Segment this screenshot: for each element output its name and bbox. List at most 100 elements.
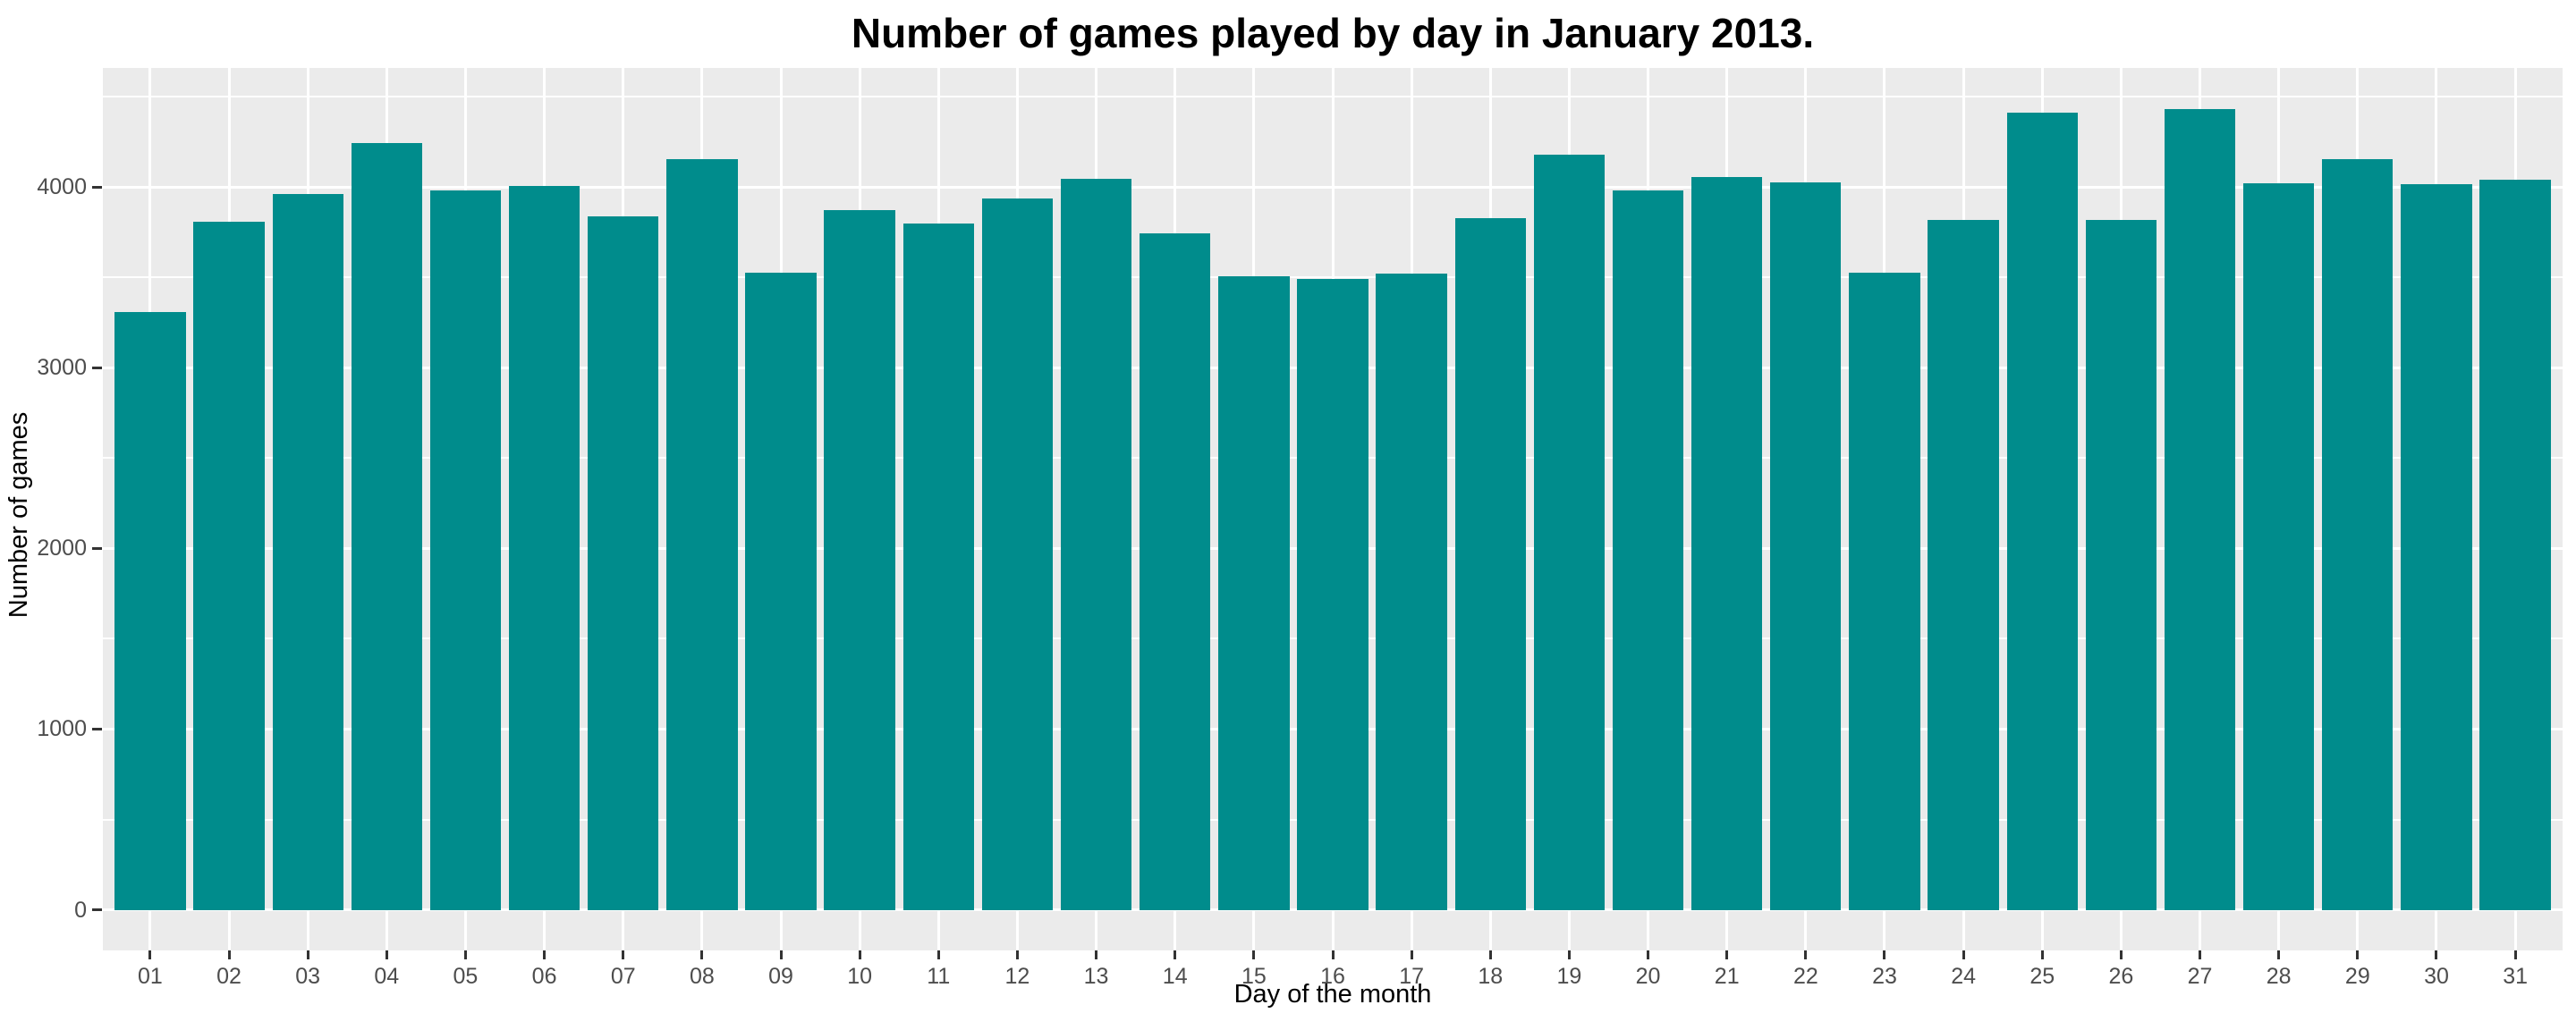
y-tick-mark-2000 [92, 546, 102, 550]
x-tick-mark-09 [779, 950, 783, 959]
x-tick-label-27: 27 [2187, 964, 2213, 989]
y-tick-mark-4000 [92, 185, 102, 189]
bar-day-16 [1297, 279, 1368, 910]
bar-day-09 [745, 273, 817, 910]
bar-day-20 [1612, 190, 1684, 910]
x-tick-label-02: 02 [216, 964, 242, 989]
x-axis-title: Day of the month [1233, 980, 1432, 1009]
x-tick-mark-27 [2199, 950, 2202, 959]
x-tick-label-03: 03 [295, 964, 321, 989]
bar-day-07 [588, 215, 659, 910]
y-tick-label-1000: 1000 [37, 716, 87, 742]
x-tick-label-08: 08 [689, 964, 715, 989]
x-tick-label-09: 09 [768, 964, 793, 989]
x-tick-label-12: 12 [1004, 964, 1030, 989]
bar-day-04 [351, 142, 422, 910]
x-tick-mark-03 [306, 950, 309, 959]
x-tick-label-18: 18 [1478, 964, 1504, 989]
x-tick-label-10: 10 [847, 964, 873, 989]
bar-day-06 [508, 186, 580, 910]
y-tick-label-2000: 2000 [37, 536, 87, 561]
bar-day-27 [2164, 109, 2236, 910]
x-tick-mark-12 [1015, 950, 1019, 959]
x-tick-label-05: 05 [453, 964, 479, 989]
x-tick-label-15: 15 [1241, 964, 1267, 989]
x-tick-label-28: 28 [2266, 964, 2292, 989]
bar-day-02 [193, 221, 265, 910]
x-tick-mark-08 [700, 950, 704, 959]
x-tick-mark-17 [1410, 950, 1413, 959]
x-tick-mark-31 [2513, 950, 2517, 959]
y-tick-mark-1000 [92, 727, 102, 730]
x-tick-label-20: 20 [1635, 964, 1661, 989]
bar-day-17 [1376, 274, 1447, 910]
bar-day-12 [981, 198, 1054, 910]
x-tick-mark-10 [858, 950, 861, 959]
bar-day-31 [2479, 180, 2551, 910]
x-tick-label-13: 13 [1083, 964, 1109, 989]
y-tick-mark-3000 [92, 366, 102, 369]
y-axis-title: Number of games [4, 411, 33, 619]
x-tick-mark-01 [148, 950, 152, 959]
x-tick-mark-14 [1174, 950, 1177, 959]
x-tick-mark-26 [2119, 950, 2123, 959]
x-tick-mark-18 [1488, 950, 1492, 959]
bar-day-11 [902, 223, 974, 910]
bar-day-21 [1691, 177, 1763, 910]
bar-day-23 [1849, 273, 1920, 910]
y-tick-label-3000: 3000 [37, 355, 87, 381]
bar-day-01 [114, 311, 186, 910]
x-tick-label-14: 14 [1162, 964, 1188, 989]
x-tick-label-07: 07 [610, 964, 636, 989]
x-tick-label-30: 30 [2424, 964, 2449, 989]
x-tick-mark-15 [1252, 950, 1256, 959]
x-tick-mark-30 [2435, 950, 2438, 959]
bar-day-05 [429, 190, 502, 910]
bar-day-13 [1060, 179, 1132, 910]
x-tick-mark-05 [463, 950, 467, 959]
x-tick-mark-13 [1095, 950, 1098, 959]
x-tick-label-31: 31 [2503, 964, 2529, 989]
x-tick-mark-11 [936, 950, 940, 959]
bar-day-22 [1770, 182, 1842, 910]
bar-day-18 [1454, 217, 1526, 910]
bar-day-29 [2322, 159, 2394, 910]
bar-day-26 [2085, 219, 2157, 910]
x-tick-mark-23 [1883, 950, 1886, 959]
x-tick-label-06: 06 [531, 964, 557, 989]
x-tick-mark-24 [1962, 950, 1965, 959]
chart-title: Number of games played by day in January… [851, 10, 1815, 56]
x-tick-mark-16 [1331, 950, 1335, 959]
x-tick-label-24: 24 [1951, 964, 1977, 989]
bar-day-25 [2006, 112, 2078, 910]
x-tick-mark-21 [1725, 950, 1729, 959]
x-tick-mark-06 [543, 950, 547, 959]
x-tick-label-04: 04 [374, 964, 400, 989]
x-tick-mark-02 [227, 950, 231, 959]
bar-day-24 [1928, 219, 1999, 910]
bar-day-15 [1218, 276, 1290, 910]
bar-day-03 [272, 194, 343, 910]
y-tick-label-0: 0 [74, 897, 87, 923]
bar-day-14 [1140, 232, 1211, 910]
x-tick-mark-29 [2356, 950, 2360, 959]
x-tick-label-23: 23 [1872, 964, 1897, 989]
x-tick-label-11: 11 [927, 964, 951, 989]
x-tick-mark-07 [622, 950, 625, 959]
x-tick-label-17: 17 [1399, 964, 1425, 989]
x-tick-mark-04 [385, 950, 388, 959]
x-tick-label-16: 16 [1320, 964, 1345, 989]
x-tick-mark-19 [1567, 950, 1571, 959]
x-tick-label-26: 26 [2108, 964, 2134, 989]
bar-day-30 [2401, 184, 2472, 910]
bar-day-28 [2243, 183, 2315, 910]
x-tick-mark-28 [2277, 950, 2281, 959]
x-tick-label-21: 21 [1714, 964, 1740, 989]
y-tick-mark-0 [92, 908, 102, 912]
x-tick-mark-25 [2040, 950, 2044, 959]
x-tick-label-25: 25 [2029, 964, 2055, 989]
bar-day-19 [1533, 154, 1606, 910]
bar-day-08 [666, 159, 738, 910]
y-tick-label-4000: 4000 [37, 174, 87, 200]
